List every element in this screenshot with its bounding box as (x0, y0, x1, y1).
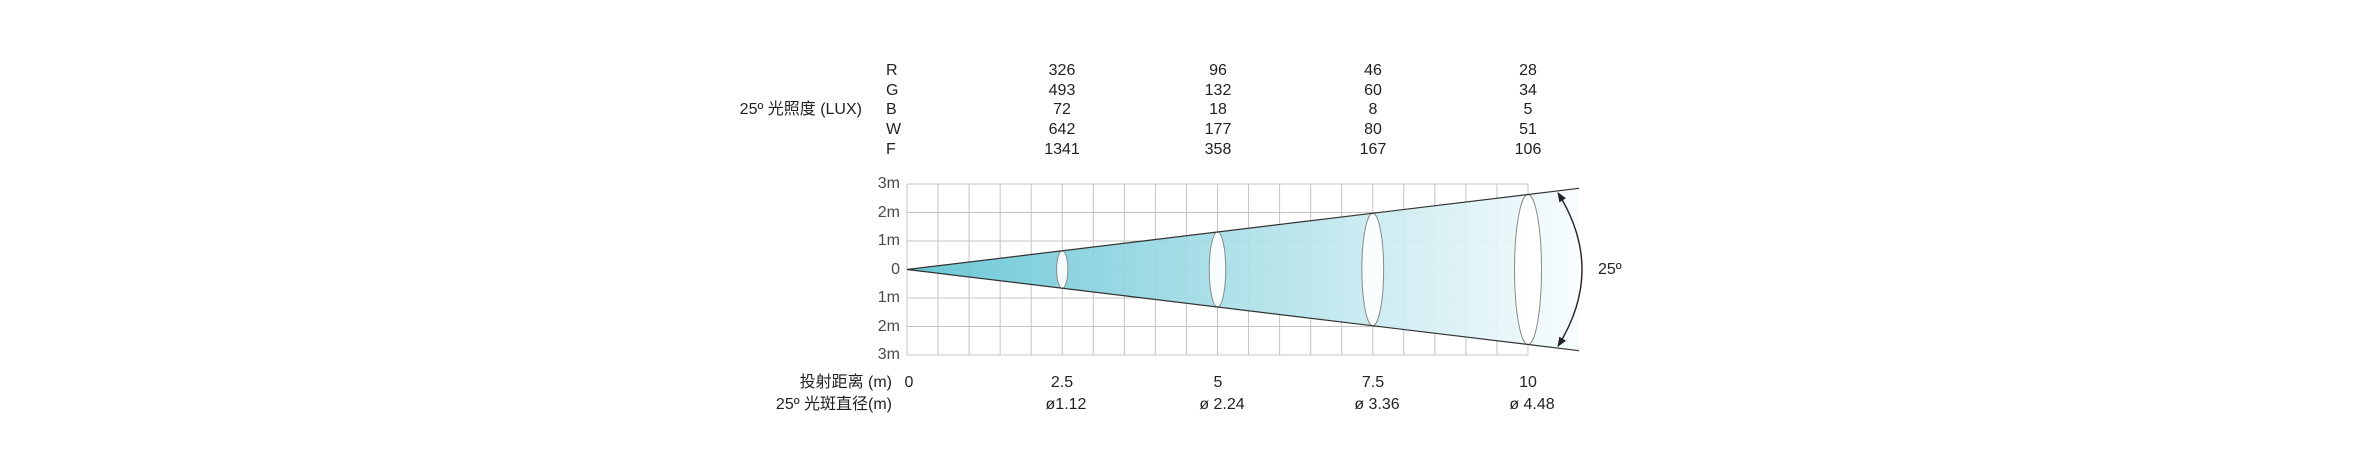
illuminance-label: 25º 光照度 (LUX) (739, 101, 862, 118)
lux-value: 72 (1053, 101, 1071, 118)
y-axis-label: 3m (877, 346, 900, 363)
illuminance-row-g: G 493 132 60 34 (0, 82, 2363, 100)
lux-value: 18 (1209, 101, 1227, 118)
lux-value: 106 (1514, 140, 1542, 158)
y-axis-label: 0 (891, 260, 900, 278)
illuminance-row-b: B 72 18 8 5 (0, 101, 2363, 119)
channel-label: F (886, 140, 896, 158)
lux-value: 80 (1364, 120, 1382, 138)
lux-value: 177 (1204, 120, 1232, 138)
illuminance-row-f: F 1341 358 167 106 (0, 141, 2363, 159)
distance-value: 5 (1213, 374, 1223, 391)
lux-value: 167 (1359, 140, 1387, 158)
lux-value: 51 (1519, 120, 1537, 138)
lux-value: 132 (1204, 81, 1232, 99)
lux-value: 1341 (1044, 140, 1080, 158)
lux-value: 28 (1519, 62, 1537, 79)
lux-value: 358 (1204, 140, 1232, 158)
spot-diameter-value: ø1.12 (1045, 396, 1087, 413)
illuminance-row-r: R 326 96 46 28 (0, 62, 2363, 80)
channel-label: B (886, 101, 897, 118)
y-axis-label: 1m (877, 289, 900, 306)
y-axis-label: 3m (877, 175, 900, 192)
beam-edge-upper (906, 187, 1580, 271)
beam-cross-section-ellipse (1208, 231, 1227, 308)
lux-value: 5 (1523, 101, 1533, 118)
lux-value: 8 (1368, 101, 1378, 118)
beam-cross-section-ellipse (1056, 250, 1069, 289)
channel-label: R (886, 62, 898, 79)
distance-value: 10 (1519, 374, 1537, 391)
beam-edge-lower (906, 268, 1580, 352)
lux-value: 34 (1519, 81, 1537, 99)
lux-value: 96 (1209, 62, 1227, 79)
beam-cross-section-ellipse (1361, 212, 1385, 327)
y-axis-label: 2m (877, 317, 900, 335)
distance-value: 2.5 (1050, 374, 1074, 391)
spot-diameter-value: ø 4.48 (1509, 396, 1555, 413)
spot-diameter-value: ø 2.24 (1199, 396, 1245, 413)
distance-value: 7.5 (1361, 374, 1385, 391)
lux-value: 493 (1048, 81, 1076, 99)
beam-angle-label: 25º (1598, 261, 1622, 278)
lux-value: 60 (1364, 81, 1382, 99)
illuminance-row-w: W 642 177 80 51 (0, 121, 2363, 139)
lux-value: 46 (1364, 62, 1382, 79)
channel-label: G (886, 81, 899, 99)
y-axis-label: 1m (877, 232, 900, 249)
beam-cone (907, 188, 1579, 351)
distance-label: 投射距离 (m) (799, 374, 892, 391)
spot-diameter-label: 25º 光斑直径(m) (775, 396, 892, 413)
channel-label: W (886, 120, 902, 138)
beam-angle-arc (1557, 192, 1583, 347)
beam-cross-section-ellipse (1514, 194, 1542, 345)
lux-value: 326 (1048, 62, 1076, 79)
distance-value: 0 (904, 374, 914, 391)
spot-diameter-value: ø 3.36 (1354, 396, 1400, 413)
lux-value: 642 (1048, 120, 1076, 138)
y-axis-label: 2m (877, 203, 900, 221)
